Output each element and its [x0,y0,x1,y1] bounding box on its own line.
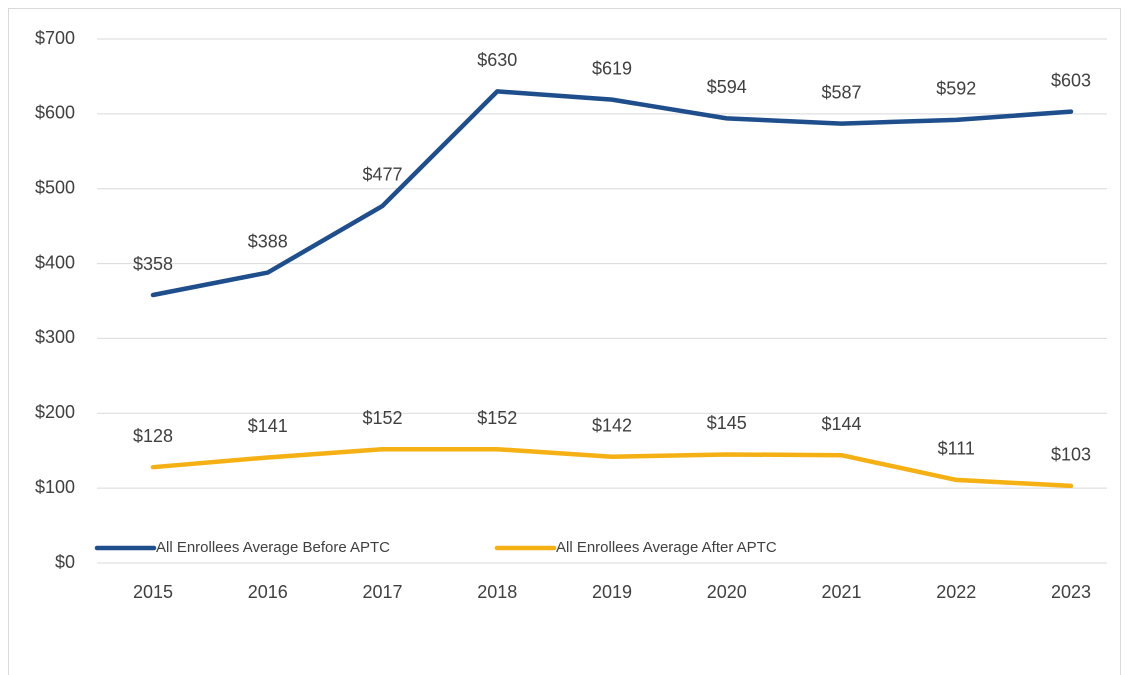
data-label: $145 [707,413,747,433]
data-label: $152 [477,408,517,428]
data-label: $142 [592,415,632,435]
chart-frame [8,8,1121,675]
data-label: $141 [248,416,288,436]
x-tick-label: 2018 [477,582,517,602]
series-line [150,89,1074,298]
y-tick-label: $400 [35,252,75,272]
x-tick-label: 2019 [592,582,632,602]
x-tick-label: 2015 [133,582,173,602]
y-tick-label: $500 [35,177,75,197]
data-label: $477 [362,165,402,185]
y-tick-label: $0 [55,552,75,572]
x-tick-label: 2017 [362,582,402,602]
data-label: $594 [707,77,747,97]
x-tick-label: 2022 [936,582,976,602]
data-label: $111 [938,439,975,459]
data-label: $592 [936,79,976,99]
legend-label: All Enrollees Average After APTC [556,539,777,556]
x-tick-label: 2021 [821,582,861,602]
data-label: $587 [821,82,861,102]
data-label: $103 [1051,445,1091,465]
x-tick-label: 2020 [707,582,747,602]
y-tick-label: $700 [35,28,75,48]
y-tick-label: $600 [35,103,75,123]
data-label: $603 [1051,70,1091,90]
legend-label: All Enrollees Average Before APTC [156,539,390,556]
y-tick-label: $200 [35,402,75,422]
data-label: $388 [248,231,288,251]
data-label: $144 [821,414,861,434]
y-tick-label: $300 [35,327,75,347]
data-label: $619 [592,58,632,78]
data-label: $630 [477,50,517,70]
x-tick-label: 2016 [248,582,288,602]
data-label: $152 [362,408,402,428]
data-label: $358 [133,254,173,274]
series-line [150,446,1074,489]
x-tick-label: 2023 [1051,582,1091,602]
y-tick-label: $100 [35,477,75,497]
data-label: $128 [133,426,173,446]
